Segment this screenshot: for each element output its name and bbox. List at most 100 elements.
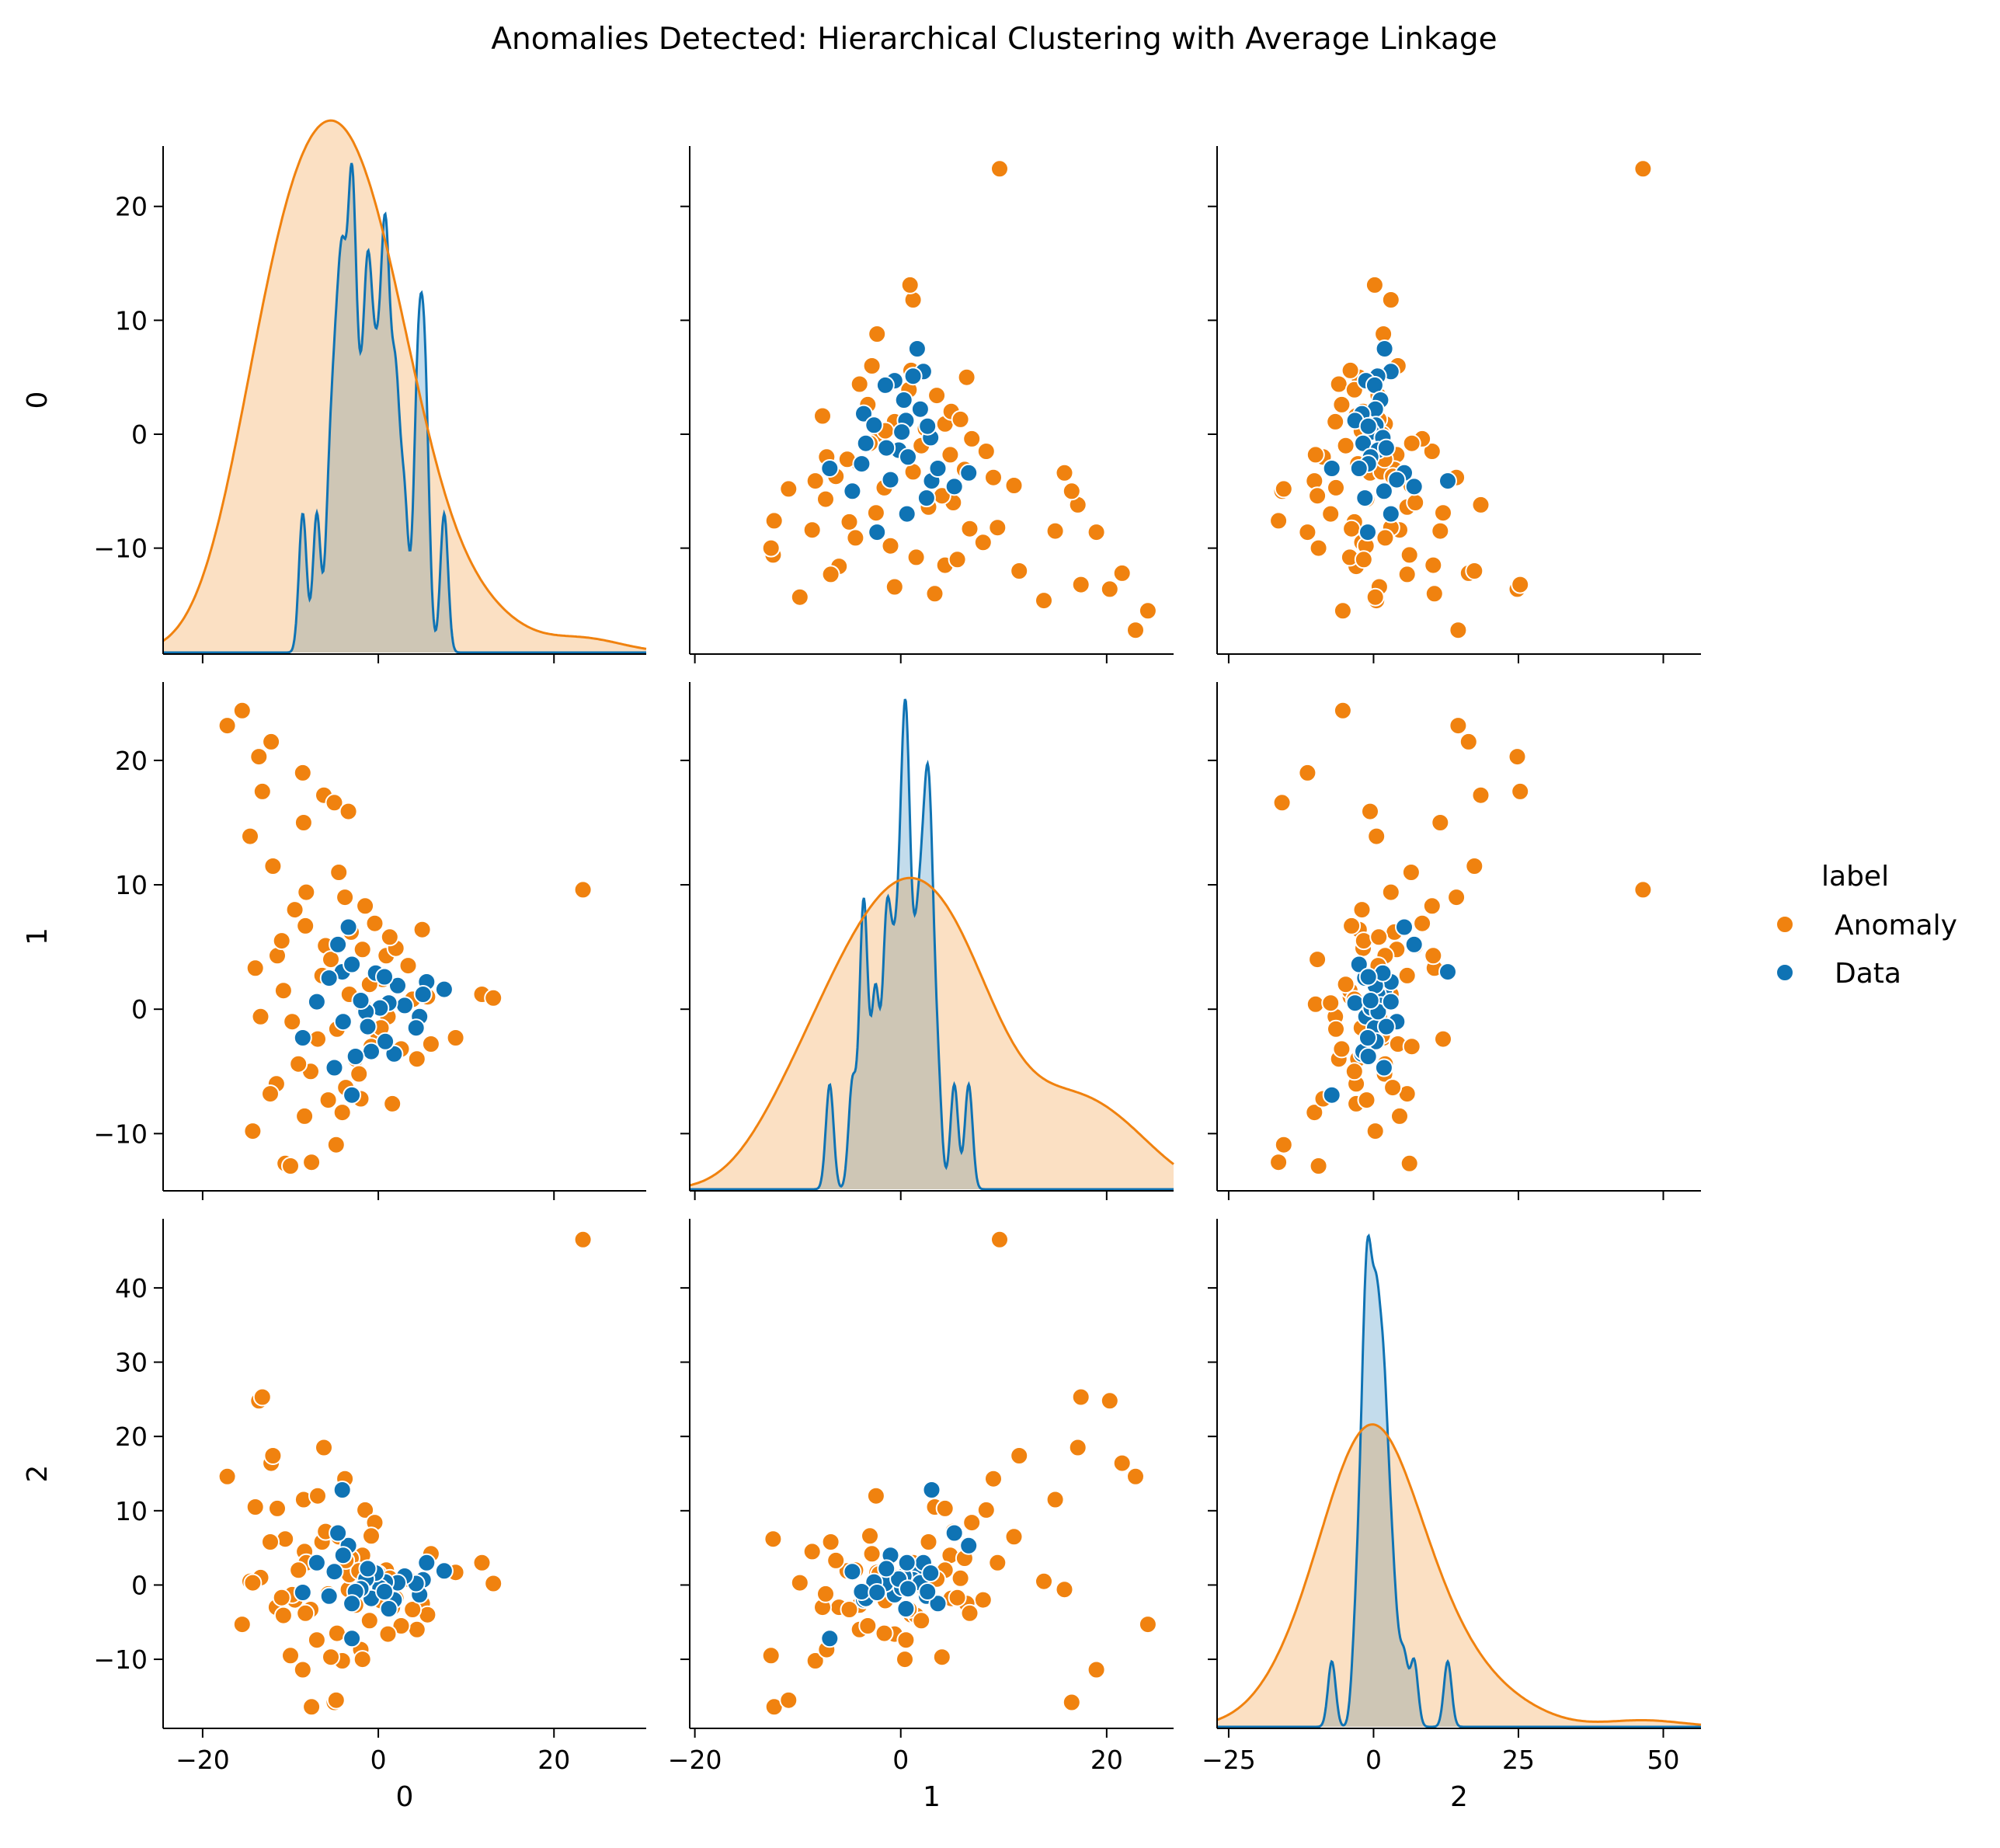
point-anomaly	[1269, 511, 1289, 531]
point-data	[319, 969, 339, 988]
point-anomaly	[326, 1135, 346, 1154]
point-anomaly	[261, 1084, 280, 1104]
point-data	[332, 1481, 352, 1499]
point-anomaly	[875, 1624, 894, 1643]
chart-title: Anomalies Detected: Hierarchical Cluster…	[491, 22, 1497, 57]
point-data	[868, 1583, 887, 1602]
y-tick-label: 40	[115, 1273, 148, 1303]
point-anomaly	[1138, 1615, 1157, 1634]
point-anomaly	[1376, 528, 1395, 548]
point-anomaly	[1471, 785, 1490, 805]
point-anomaly	[1406, 493, 1425, 512]
point-anomaly	[249, 747, 269, 767]
point-anomaly	[912, 1611, 931, 1630]
y-tick-label: −10	[93, 1644, 148, 1675]
point-anomaly	[261, 1533, 280, 1551]
point-anomaly	[1332, 1039, 1351, 1059]
point-anomaly	[957, 367, 976, 387]
point-anomaly	[1424, 555, 1443, 575]
legend-entry-anomaly: Anomaly	[1835, 910, 1957, 941]
y-tick-label: 10	[115, 1496, 148, 1526]
point-anomaly	[896, 1650, 914, 1669]
point-data	[820, 459, 840, 478]
point-anomaly	[1004, 476, 1024, 495]
point-anomaly	[1402, 433, 1421, 453]
point-anomaly	[1401, 863, 1421, 882]
point-anomaly	[243, 1573, 263, 1592]
point-data	[918, 416, 937, 436]
point-data	[868, 523, 887, 542]
point-data	[959, 463, 979, 482]
point-anomaly	[1422, 442, 1442, 461]
point-anomaly	[1100, 579, 1119, 599]
point-anomaly	[1308, 486, 1327, 506]
point-anomaly	[1306, 445, 1325, 465]
point-anomaly	[484, 988, 503, 1008]
point-anomaly	[840, 1600, 859, 1619]
point-data	[881, 470, 900, 489]
point-anomaly	[1447, 888, 1466, 907]
point-data	[325, 1058, 344, 1077]
point-data	[333, 1546, 353, 1565]
point-anomaly	[326, 1690, 346, 1710]
point-anomaly	[403, 1600, 423, 1619]
x-axis-label-0: 0	[396, 1781, 414, 1813]
point-data	[1361, 991, 1380, 1010]
point-anomaly	[446, 1028, 465, 1047]
point-data	[1375, 339, 1394, 358]
point-anomaly	[1305, 472, 1324, 491]
point-anomaly	[329, 863, 349, 882]
point-anomaly	[881, 536, 900, 555]
point-data	[922, 1481, 941, 1499]
point-anomaly	[885, 577, 904, 597]
point-anomaly	[1365, 275, 1384, 294]
kde-line-anomaly	[689, 876, 1174, 1187]
point-anomaly	[232, 1615, 252, 1634]
point-anomaly	[816, 1584, 835, 1603]
point-anomaly	[380, 927, 399, 947]
point-data	[1395, 917, 1414, 937]
point-anomaly	[896, 1630, 916, 1650]
point-data	[1322, 459, 1341, 478]
point-anomaly	[984, 468, 1003, 487]
point-data	[1387, 470, 1407, 489]
kde-line-anomaly	[1216, 1423, 1702, 1726]
point-anomaly	[925, 584, 944, 604]
point-anomaly	[1004, 1527, 1024, 1547]
point-anomaly	[1434, 1029, 1452, 1049]
x-tick-label: 20	[537, 1745, 570, 1775]
point-anomaly	[988, 1553, 1007, 1572]
point-data	[1438, 472, 1457, 491]
point-anomaly	[850, 374, 869, 394]
point-data	[852, 1582, 871, 1601]
point-anomaly	[1633, 880, 1653, 900]
kde-fill-data	[163, 163, 646, 653]
point-anomaly	[243, 1122, 263, 1141]
point-anomaly	[1138, 601, 1157, 621]
point-data	[293, 1583, 312, 1602]
point-data	[351, 991, 370, 1010]
point-anomaly	[302, 1153, 322, 1172]
point-anomaly	[332, 1103, 352, 1122]
point-anomaly	[1342, 519, 1362, 538]
point-anomaly	[779, 479, 798, 499]
point-anomaly	[868, 325, 887, 343]
point-anomaly	[217, 716, 237, 736]
point-data	[1355, 489, 1375, 508]
point-anomaly	[1100, 1391, 1119, 1411]
point-anomaly	[1308, 950, 1327, 969]
point-data	[413, 985, 433, 1004]
point-anomaly	[289, 1561, 308, 1580]
point-anomaly	[322, 1648, 340, 1667]
y-tick-label: 0	[131, 994, 148, 1025]
point-anomaly	[1381, 882, 1400, 902]
point-anomaly	[813, 406, 832, 426]
panel-1-2	[1208, 682, 1701, 1200]
x-axis-label-1: 1	[923, 1781, 941, 1813]
point-anomaly	[241, 827, 259, 846]
point-data	[1374, 1058, 1393, 1077]
point-anomaly	[421, 1035, 440, 1053]
y-tick-label: 10	[115, 305, 148, 336]
panel-2-1: −20 0 20	[668, 1219, 1174, 1775]
